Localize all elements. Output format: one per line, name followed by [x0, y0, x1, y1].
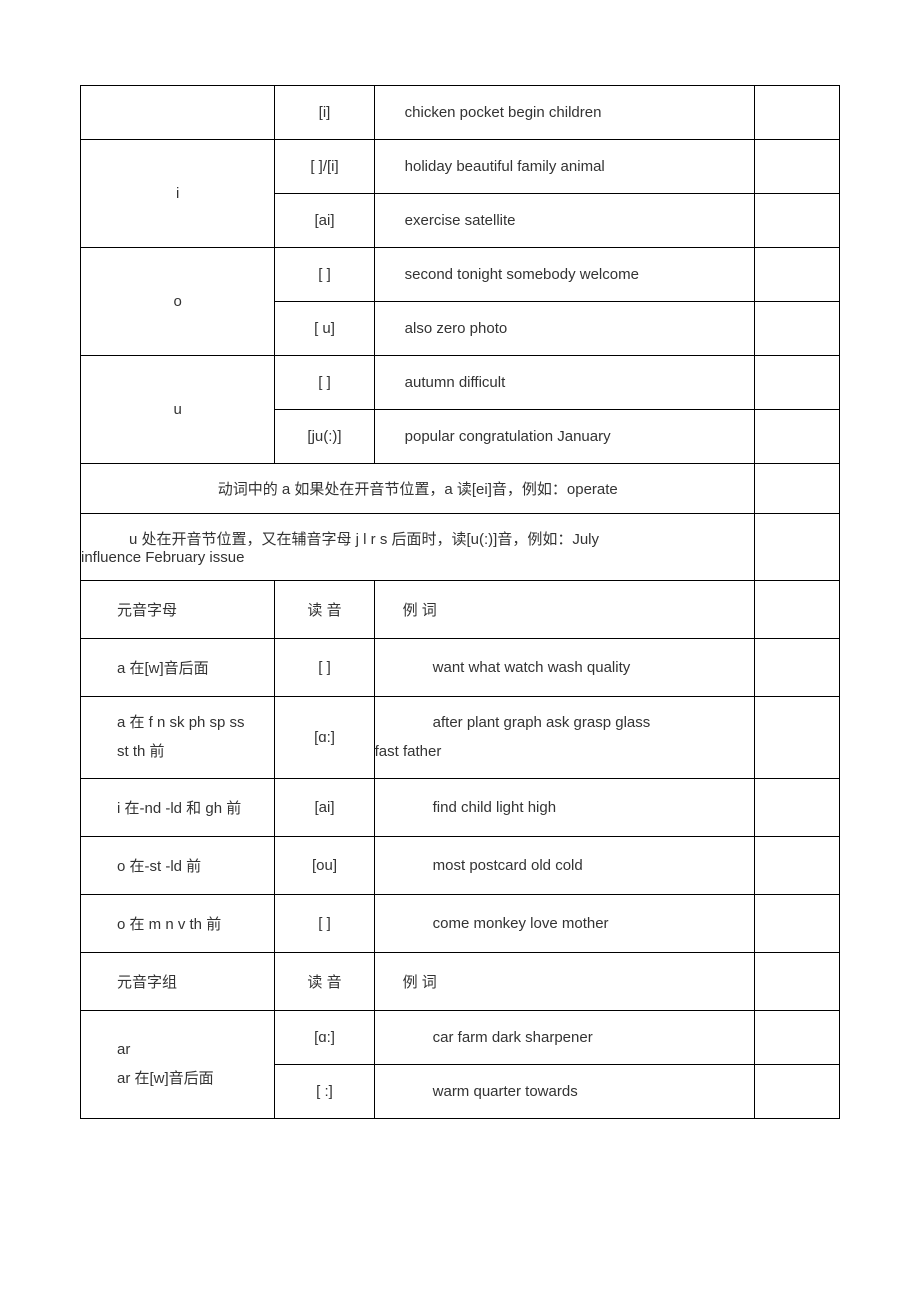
context-cell: a 在[w]音后面	[81, 639, 274, 696]
header-context: 元音字组	[81, 953, 274, 1010]
empty-cell	[755, 1020, 839, 1056]
table2-header-row: 元音字母 读 音 例 词	[81, 581, 840, 639]
empty-cell	[755, 906, 839, 942]
header-sound: 读 音	[275, 581, 373, 638]
context-cell: a 在 f n sk ph sp ssst th 前	[81, 697, 274, 778]
table-row: i 在-nd -ld 和 gh 前 [ai] find child light …	[81, 779, 840, 837]
sound-cell: [ ]	[275, 248, 373, 301]
context-cell: i 在-nd -ld 和 gh 前	[81, 779, 274, 836]
examples-cell: find child light high	[375, 781, 755, 834]
empty-cell	[755, 720, 839, 756]
sound-cell: [ou]	[275, 839, 373, 892]
empty-cell	[755, 95, 839, 131]
note-text-line1: u 处在开音节位置，又在辅音字母 j l r s 后面时，读[u(:)]音，例如…	[81, 528, 754, 549]
header-examples: 例 词	[375, 581, 755, 638]
table-row: arar 在[w]音后面 [ɑ:] car farm dark sharpene…	[81, 1011, 840, 1065]
sound-cell: [ ]	[275, 641, 373, 694]
empty-cell	[755, 592, 839, 628]
context-cell: o 在-st -ld 前	[81, 837, 274, 894]
empty-cell	[755, 1074, 839, 1110]
document-page: [i] chicken pocket begin children i [ ]/…	[0, 0, 920, 1119]
table-row: o 在 m n v th 前 [ ] come monkey love moth…	[81, 895, 840, 953]
sound-cell: [i]	[275, 86, 373, 139]
table3-header-row: 元音字组 读 音 例 词	[81, 953, 840, 1011]
note-row: u 处在开音节位置，又在辅音字母 j l r s 后面时，读[u(:)]音，例如…	[81, 514, 840, 581]
sound-cell: [ai]	[275, 194, 373, 247]
examples-cell: car farm dark sharpener	[375, 1011, 755, 1064]
sound-cell: [ju(:)]	[275, 410, 373, 463]
header-examples: 例 词	[375, 953, 755, 1010]
table-row: a 在 f n sk ph sp ssst th 前 [ɑ:] after pl…	[81, 697, 840, 779]
header-context: 元音字母	[81, 581, 274, 638]
examples-cell: come monkey love mother	[375, 897, 755, 950]
table-row: i [ ]/[i] holiday beautiful family anima…	[81, 140, 840, 194]
examples-cell: after plant graph ask grasp glassfast fa…	[375, 697, 755, 778]
table-row: o [ ] second tonight somebody welcome	[81, 248, 840, 302]
context-cell: arar 在[w]音后面	[81, 1024, 274, 1105]
empty-cell	[755, 257, 839, 293]
table-row: a 在[w]音后面 [ ] want what watch wash quali…	[81, 639, 840, 697]
examples-cell: second tonight somebody welcome	[375, 248, 755, 301]
note-text: 动词中的 a 如果处在开音节位置，a 读[ei]音，例如：operate	[81, 478, 754, 499]
sound-cell: [ ]	[275, 897, 373, 950]
examples-cell: warm quarter towards	[375, 1065, 755, 1118]
empty-cell	[755, 790, 839, 826]
letter-cell: u	[81, 383, 274, 436]
examples-cell: most postcard old cold	[375, 839, 755, 892]
note-text-line2: influence February issue	[81, 549, 754, 566]
examples-cell: holiday beautiful family animal	[375, 140, 755, 193]
table-row: o 在-st -ld 前 [ou] most postcard old cold	[81, 837, 840, 895]
sound-cell: [ ]/[i]	[275, 140, 373, 193]
examples-cell: want what watch wash quality	[375, 641, 755, 694]
examples-cell: exercise satellite	[375, 194, 755, 247]
context-cell: o 在 m n v th 前	[81, 895, 274, 952]
note-row: 动词中的 a 如果处在开音节位置，a 读[ei]音，例如：operate	[81, 464, 840, 514]
empty-cell	[755, 311, 839, 347]
empty-cell	[755, 650, 839, 686]
empty-cell	[755, 419, 839, 455]
examples-cell: autumn difficult	[375, 356, 755, 409]
header-sound: 读 音	[275, 953, 373, 1010]
empty-cell	[755, 365, 839, 401]
empty-cell	[755, 964, 839, 1000]
table-row: [i] chicken pocket begin children	[81, 86, 840, 140]
sound-cell: [ ]	[275, 356, 373, 409]
sound-cell: [ɑ:]	[275, 1011, 373, 1064]
table-row: u [ ] autumn difficult	[81, 356, 840, 410]
examples-cell: also zero photo	[375, 302, 755, 355]
empty-cell	[755, 848, 839, 884]
letter-cell: i	[81, 167, 274, 220]
sound-cell: [ɑ:]	[275, 711, 373, 764]
letter-cell	[81, 95, 274, 131]
phonics-table-1: [i] chicken pocket begin children i [ ]/…	[80, 85, 840, 1119]
sound-cell: [ u]	[275, 302, 373, 355]
letter-cell: o	[81, 275, 274, 328]
examples-cell: popular congratulation January	[375, 410, 755, 463]
empty-cell	[755, 203, 839, 239]
sound-cell: [ai]	[275, 781, 373, 834]
examples-cell: chicken pocket begin children	[375, 86, 755, 139]
empty-cell	[755, 149, 839, 185]
sound-cell: [ :]	[275, 1065, 373, 1118]
